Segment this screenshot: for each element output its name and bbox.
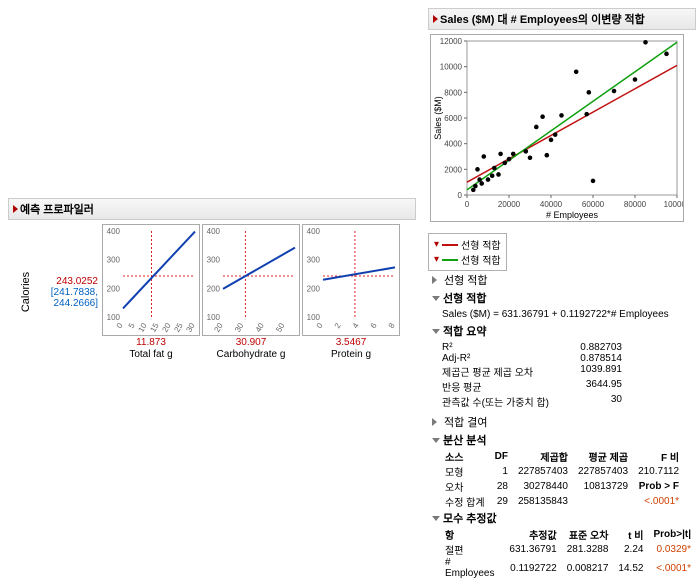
- profiler-body: Calories 243.0252 [241.7838, 244.2666] 1…: [8, 220, 416, 364]
- disclosure-icon: [13, 205, 18, 213]
- profiler-subplot[interactable]: 100 200 300 400 051015202530 11.873Total fat …: [102, 224, 200, 360]
- legend: ▾ 선형 적합 ▾ 선형 적합: [428, 233, 507, 271]
- svg-text:400: 400: [307, 227, 321, 236]
- param-estimates-table: 항추정값표준 오차t 비Prob>|t|절편631.36791281.32882…: [440, 527, 696, 579]
- svg-text:100000: 100000: [664, 200, 684, 209]
- svg-text:6: 6: [369, 321, 379, 330]
- profiler-header[interactable]: 예측 프로파일러: [8, 198, 416, 220]
- scatter-plot[interactable]: 0 2000 4000 6000 8000 10000 12000 0 20000 40000 60…: [430, 34, 684, 222]
- profiler-subplot[interactable]: 100 200 300 400 20 30 40 50 30.907Carbohydrate g: [202, 224, 300, 360]
- stat-row: R²0.882703: [442, 342, 690, 353]
- svg-text:40000: 40000: [540, 200, 563, 209]
- sec-params[interactable]: 모수 추정값: [428, 509, 696, 527]
- svg-text:8000: 8000: [444, 88, 462, 97]
- y-point-estimate: 243.0252: [40, 276, 98, 287]
- svg-text:5: 5: [127, 321, 137, 330]
- svg-text:0: 0: [465, 200, 470, 209]
- svg-text:400: 400: [207, 227, 221, 236]
- profiler-panels-row: 10020030040005101520253011.873Total fat …: [102, 224, 402, 360]
- stat-row: Adj-R²0.878514: [442, 353, 690, 364]
- svg-text:40: 40: [254, 321, 267, 334]
- y-values-col: 243.0252 [241.7838, 244.2666]: [40, 224, 102, 360]
- svg-text:20000: 20000: [498, 200, 521, 209]
- svg-text:0: 0: [458, 191, 463, 200]
- svg-text:30: 30: [233, 321, 246, 334]
- legend-row-red[interactable]: ▾ 선형 적합: [434, 237, 501, 252]
- svg-text:30: 30: [184, 321, 197, 334]
- svg-text:# Employees: # Employees: [546, 210, 599, 220]
- table-row: 절편631.36791281.32882.240.0329*: [440, 542, 696, 557]
- disclosure-icon: [433, 15, 438, 23]
- svg-text:60000: 60000: [582, 200, 605, 209]
- scatter-wrap: 0 2000 4000 6000 8000 10000 12000 0 20000 40000 60…: [428, 30, 696, 229]
- stat-row: 제곱근 평균 제곱 오차1039.891: [442, 364, 690, 379]
- svg-text:400: 400: [107, 227, 121, 236]
- svg-text:300: 300: [307, 256, 321, 265]
- legend-label-green: 선형 적합: [461, 252, 501, 267]
- table-row: 수정 합계29258135843<.0001*: [440, 494, 684, 509]
- svg-text:0: 0: [315, 321, 325, 330]
- svg-text:2000: 2000: [444, 165, 462, 174]
- bivariate-panel: Sales ($M) 대 # Employees의 이변량 적합 0 2000 40…: [428, 8, 696, 579]
- svg-text:10000: 10000: [440, 63, 463, 72]
- bivariate-title: Sales ($M) 대 # Employees의 이변량 적합: [440, 11, 645, 27]
- profiler-subplot[interactable]: 100 200 300 400 02468 3.5467Protein g: [302, 224, 400, 360]
- svg-text:6000: 6000: [444, 114, 462, 123]
- x-axis-title: Total fat g: [129, 348, 172, 360]
- svg-text:300: 300: [107, 256, 121, 265]
- y-axis-label: Calories: [20, 272, 32, 312]
- stat-row: 반응 평균3644.95: [442, 379, 690, 394]
- legend-label-red: 선형 적합: [461, 237, 501, 252]
- svg-text:10: 10: [136, 321, 149, 334]
- y-ci-lo: [241.7838,: [40, 287, 98, 298]
- svg-text:4000: 4000: [444, 140, 462, 149]
- svg-text:200: 200: [307, 284, 321, 293]
- svg-text:100: 100: [307, 313, 321, 322]
- svg-text:4: 4: [351, 321, 361, 330]
- table-row: # Employees0.11927220.00821714.52<.0001*: [440, 557, 696, 579]
- table-row: 모형1227857403227857403210.7112: [440, 464, 684, 479]
- sec-anova[interactable]: 분산 분석: [428, 431, 696, 449]
- sec-linear-fit-2[interactable]: 선형 적합: [428, 289, 696, 307]
- svg-text:15: 15: [148, 321, 161, 334]
- svg-text:20: 20: [160, 321, 173, 334]
- legend-row-green[interactable]: ▾ 선형 적합: [434, 252, 501, 267]
- stat-row: 관측값 수(또는 가중치 합)30: [442, 394, 690, 409]
- svg-text:50: 50: [274, 321, 287, 334]
- svg-text:25: 25: [172, 321, 185, 334]
- svg-text:20: 20: [212, 321, 225, 334]
- svg-text:200: 200: [107, 284, 121, 293]
- sec-linear-fit-1[interactable]: 선형 적합: [428, 271, 696, 289]
- fit-equation: Sales ($M) = 631.36791 + 0.1192722*# Emp…: [428, 307, 696, 322]
- x-current-value: 11.873: [136, 336, 166, 348]
- prediction-profiler-panel: 예측 프로파일러 Calories 243.0252 [241.7838, 24…: [8, 198, 416, 579]
- svg-text:0: 0: [115, 321, 125, 330]
- x-current-value: 3.5467: [336, 336, 367, 348]
- svg-text:12000: 12000: [440, 37, 463, 46]
- svg-text:100: 100: [207, 313, 221, 322]
- svg-text:2: 2: [333, 321, 343, 330]
- fit-summary-stats: R²0.882703Adj-R²0.878514제곱근 평균 제곱 오차1039…: [428, 340, 696, 413]
- profiler-title: 예측 프로파일러: [20, 201, 94, 217]
- svg-text:200: 200: [207, 284, 221, 293]
- sec-lack-of-fit[interactable]: 적합 결여: [428, 413, 696, 431]
- svg-text:80000: 80000: [624, 200, 647, 209]
- anova-table: 소스DF제곱합평균 제곱F 비모형1227857403227857403210.…: [440, 449, 684, 509]
- x-axis-title: Carbohydrate g: [217, 348, 286, 360]
- bivariate-header[interactable]: Sales ($M) 대 # Employees의 이변량 적합: [428, 8, 696, 30]
- x-axis-title: Protein g: [331, 348, 371, 360]
- svg-text:Sales ($M): Sales ($M): [433, 96, 443, 140]
- svg-text:100: 100: [107, 313, 121, 322]
- svg-text:8: 8: [387, 321, 397, 330]
- sec-fit-summary[interactable]: 적합 요약: [428, 322, 696, 340]
- x-current-value: 30.907: [236, 336, 267, 348]
- table-row: 오차283027844010813729Prob > F: [440, 479, 684, 494]
- y-axis-label-col: Calories: [12, 224, 40, 360]
- svg-text:300: 300: [207, 256, 221, 265]
- legend-swatch-red: [442, 244, 458, 246]
- legend-swatch-green: [442, 259, 458, 261]
- y-ci-hi: 244.2666]: [40, 298, 98, 309]
